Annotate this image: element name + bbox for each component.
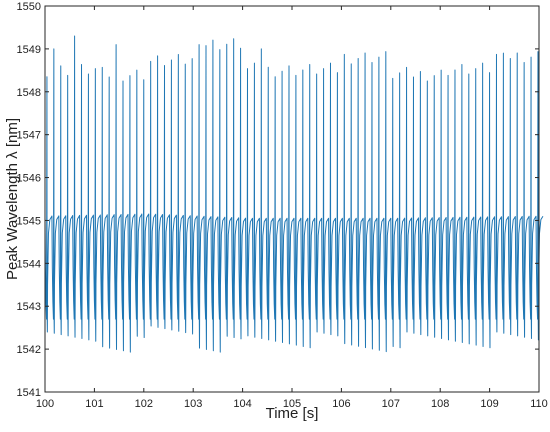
x-tick-label: 107 xyxy=(382,398,400,410)
y-tick-label: 1548 xyxy=(17,87,41,99)
y-tick-label: 1543 xyxy=(17,301,41,313)
x-tick-label: 104 xyxy=(233,398,251,410)
series-layer xyxy=(44,35,544,353)
x-tick-label: 105 xyxy=(283,398,301,410)
y-tick-label: 1550 xyxy=(17,1,41,13)
x-axis-title: Time [s] xyxy=(266,405,319,422)
y-tick-label: 1544 xyxy=(17,258,41,270)
y-tick-label: 1545 xyxy=(17,215,41,227)
x-tick-label: 110 xyxy=(530,398,548,410)
x-axis: 100 101 102 103 104 105 106 107 108 109 110 xyxy=(36,6,548,410)
y-tick-label: 1547 xyxy=(17,130,41,142)
y-axis: 1541 1542 1543 1544 1545 1546 1547 1548 1549 1550 xyxy=(17,1,539,399)
y-tick-label: 1546 xyxy=(17,173,41,185)
y-axis-title: Peak Wavelength λ [nm] xyxy=(4,118,21,280)
x-tick-label: 108 xyxy=(431,398,449,410)
x-tick-label: 106 xyxy=(332,398,350,410)
y-tick-label: 1542 xyxy=(17,344,41,356)
plot-area xyxy=(45,6,539,392)
y-tick-label: 1541 xyxy=(17,387,41,399)
series-line-0 xyxy=(44,35,544,353)
x-tick-label: 109 xyxy=(480,398,498,410)
x-tick-label: 103 xyxy=(184,398,202,410)
y-tick-label: 1549 xyxy=(17,44,41,56)
x-tick-label: 100 xyxy=(36,398,54,410)
x-tick-label: 102 xyxy=(135,398,153,410)
x-tick-label: 101 xyxy=(85,398,103,410)
